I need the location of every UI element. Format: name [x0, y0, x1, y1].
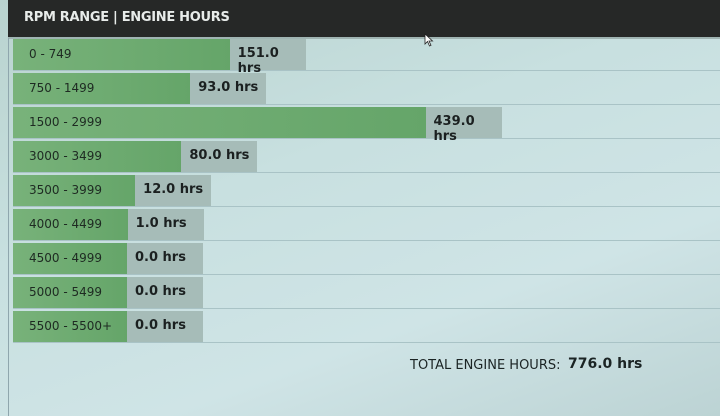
bar: 5000 - 5499: [13, 277, 127, 308]
data-label: 0.0 hrs: [135, 318, 186, 333]
value-box: 439.0 hrs: [425, 107, 502, 144]
chart-title: RPM RANGE | ENGINE HOURS: [24, 10, 230, 25]
value-box: 0.0 hrs: [127, 277, 203, 308]
chart-row: 3500 - 3999 12.0 hrs: [13, 175, 720, 207]
value-box: 0.0 hrs: [127, 311, 203, 342]
bar: 4000 - 4499: [13, 209, 128, 240]
data-label: 439.0 hrs: [433, 114, 475, 144]
category-label: 750 - 1499: [29, 81, 95, 95]
category-label: 5000 - 5499: [29, 285, 103, 299]
category-label: 5500 - 5500+: [29, 319, 113, 333]
category-label: 4000 - 4499: [29, 217, 103, 231]
bar: 1500 - 2999: [13, 107, 426, 138]
mouse-cursor-icon: [424, 33, 434, 47]
chart-row: 4500 - 4999 0.0 hrs: [13, 243, 720, 275]
data-label: 151.0 hrs: [237, 46, 279, 76]
bar: 750 - 1499: [13, 73, 191, 104]
chart-panel: 0 - 749 151.0 hrs 750 - 1499 93.0 hrs 1500 -…: [8, 38, 720, 416]
chart-row: 5500 - 5500+ 0.0 hrs: [13, 311, 720, 343]
chart-row: 3000 - 3499 80.0 hrs: [13, 141, 720, 173]
category-label: 3500 - 3999: [29, 183, 103, 197]
bar: 3000 - 3499: [13, 141, 182, 172]
chart-row: 0 - 749 151.0 hrs: [13, 39, 720, 76]
value-box: 1.0 hrs: [127, 209, 204, 240]
data-label: 80.0 hrs: [189, 148, 250, 163]
data-label: 93.0 hrs: [198, 80, 259, 95]
value-box: 93.0 hrs: [190, 73, 267, 104]
bar: 5500 - 5500+: [13, 311, 127, 342]
total-label: TOTAL ENGINE HOURS:: [410, 358, 561, 373]
bar: 4500 - 4999: [13, 243, 127, 274]
value-box: 80.0 hrs: [181, 141, 258, 172]
category-label: 3000 - 3499: [29, 149, 103, 163]
value-box: 151.0 hrs: [229, 39, 306, 76]
value-box: 12.0 hrs: [135, 175, 212, 206]
bar: 0 - 749: [13, 39, 230, 70]
bar: 3500 - 3999: [13, 175, 136, 206]
category-label: 0 - 749: [29, 47, 72, 61]
data-label: 1.0 hrs: [135, 216, 187, 231]
chart-header: RPM RANGE | ENGINE HOURS: [8, 0, 720, 39]
data-label: 0.0 hrs: [135, 284, 186, 299]
category-label: 4500 - 4999: [29, 251, 103, 265]
value-box: 0.0 hrs: [127, 243, 203, 274]
total-value: 776.0 hrs: [568, 356, 643, 372]
category-label: 1500 - 2999: [29, 115, 103, 129]
chart-row: 4000 - 4499 1.0 hrs: [13, 209, 720, 241]
data-label: 0.0 hrs: [135, 250, 186, 265]
chart-row: 750 - 1499 93.0 hrs: [13, 73, 720, 105]
chart-row: 5000 - 5499 0.0 hrs: [13, 277, 720, 309]
data-label: 12.0 hrs: [143, 182, 204, 197]
chart-row: 1500 - 2999 439.0 hrs: [13, 107, 720, 144]
